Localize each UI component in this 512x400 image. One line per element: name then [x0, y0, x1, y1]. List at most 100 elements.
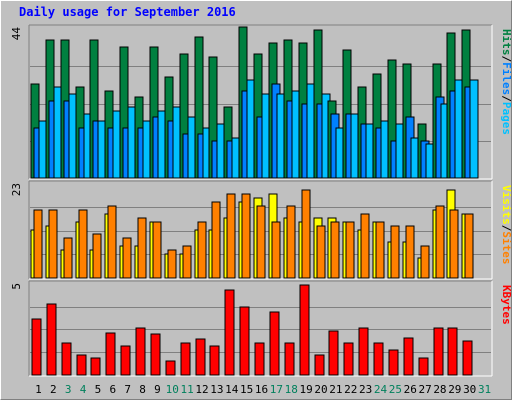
- bar-files: [331, 114, 339, 178]
- legend-separator: /: [500, 95, 511, 102]
- y-max-label: 23: [10, 183, 23, 196]
- bar-kbytes: [62, 343, 71, 375]
- bar-sites-outline: [286, 205, 296, 279]
- bar-kbytes: [419, 358, 428, 375]
- bar-pages: [128, 107, 136, 178]
- bar-sites: [49, 210, 57, 278]
- bar-sites-outline: [78, 209, 88, 279]
- bar-files: [108, 128, 116, 178]
- bar-pages: [426, 144, 434, 178]
- bar-sites: [331, 222, 339, 278]
- bar-files: [257, 117, 265, 178]
- bar-pages: [203, 128, 211, 178]
- bar-sites: [34, 210, 42, 278]
- bar-pages: [54, 87, 62, 178]
- bar-files: [93, 121, 101, 178]
- legend-kbytes: KBytes: [500, 285, 511, 325]
- bar-sites-outline: [464, 213, 474, 279]
- bar-sites-outline: [122, 237, 132, 279]
- bar-hits: [195, 37, 203, 178]
- bar-sites: [406, 226, 414, 278]
- x-tick-label: 11: [181, 383, 194, 396]
- bar-pages: [336, 128, 344, 178]
- bar-kbytes: [434, 328, 443, 375]
- bar-sites: [272, 222, 280, 278]
- bar-pages: [455, 80, 463, 178]
- bar-kbytes-outline: [239, 306, 250, 376]
- x-tick-label: 20: [314, 383, 327, 396]
- bar-kbytes-outline: [447, 327, 458, 376]
- bar-pages: [262, 94, 270, 178]
- bar-pages: [351, 114, 359, 178]
- bar-pages: [113, 111, 121, 178]
- bar-pages: [322, 94, 330, 178]
- bar-sites: [391, 226, 399, 278]
- bar-sites: [153, 222, 161, 278]
- bar-pages: [98, 121, 106, 178]
- bar-kbytes: [359, 328, 368, 375]
- bar-sites-outline: [152, 221, 162, 279]
- bar-kbytes: [240, 307, 249, 375]
- bar-hits: [388, 60, 396, 178]
- bar-sites: [465, 214, 473, 278]
- bar-sites-outline: [256, 205, 266, 279]
- bar-sites: [257, 206, 265, 278]
- bar-kbytes: [374, 343, 383, 375]
- legend-separator: /: [500, 56, 511, 63]
- bar-kbytes-outline: [433, 327, 444, 376]
- bar-kbytes: [151, 334, 160, 375]
- bar-files: [287, 101, 295, 178]
- bar-files: [272, 84, 280, 178]
- bar-kbytes: [106, 333, 115, 375]
- bar-pages: [173, 107, 181, 178]
- bar-sites: [108, 206, 116, 278]
- bar-kbytes: [315, 355, 324, 375]
- bar-pages: [217, 124, 225, 178]
- bar-hits: [90, 40, 98, 178]
- bar-files: [79, 128, 87, 178]
- bar-files: [406, 117, 414, 178]
- bar-kbytes-outline: [90, 357, 101, 376]
- bar-kbytes-outline: [284, 342, 295, 376]
- bar-files: [376, 128, 384, 178]
- bar-files: [361, 124, 369, 178]
- x-tick-label: 26: [404, 383, 417, 396]
- bar-files: [242, 91, 250, 178]
- legend-visits: Visits: [500, 185, 511, 225]
- bar-files: [64, 101, 72, 178]
- bar-sites: [302, 190, 310, 278]
- bar-files: [436, 97, 444, 178]
- bar-files: [123, 128, 131, 178]
- bar-sites: [198, 222, 206, 278]
- bar-sites-outline: [390, 225, 400, 279]
- bar-hits: [373, 74, 381, 178]
- bar-pages: [307, 84, 315, 178]
- x-tick-label: 1: [35, 383, 42, 396]
- bar-sites: [227, 194, 235, 278]
- bar-sites-outline: [405, 225, 415, 279]
- bar-sites: [64, 238, 72, 278]
- bar-kbytes-outline: [373, 342, 384, 376]
- bar-pages: [84, 114, 92, 178]
- bar-kbytes: [210, 346, 219, 375]
- bar-sites-outline: [360, 213, 370, 279]
- bar-kbytes-outline: [195, 338, 206, 376]
- bar-sites: [212, 202, 220, 278]
- legend-hits: Hits: [500, 29, 511, 56]
- bar-kbytes-outline: [299, 284, 310, 376]
- bar-kbytes: [47, 304, 56, 375]
- bar-kbytes: [121, 346, 130, 375]
- legend-pages: Pages: [500, 102, 511, 135]
- bar-kbytes-outline: [358, 327, 369, 376]
- bar-pages-outline: [469, 79, 479, 179]
- bar-sites-outline: [137, 217, 147, 279]
- bar-kbytes: [181, 343, 190, 375]
- bar-pages: [69, 94, 77, 178]
- bar-sites-outline: [92, 233, 102, 279]
- bar-sites: [317, 226, 325, 278]
- bar-kbytes-outline: [135, 327, 146, 376]
- bar-sites-outline: [107, 205, 117, 279]
- bar-files: [317, 104, 325, 178]
- x-tick-label: 3: [65, 383, 72, 396]
- bar-sites: [436, 206, 444, 278]
